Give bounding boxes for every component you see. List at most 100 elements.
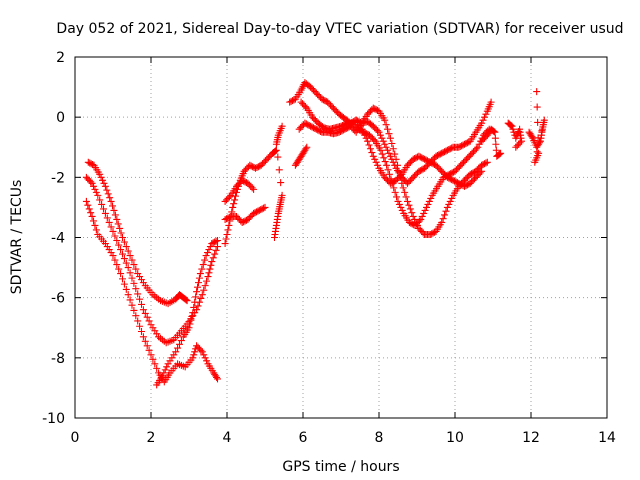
data-point xyxy=(189,309,197,317)
data-point xyxy=(392,155,400,163)
data-point xyxy=(382,143,390,151)
data-point xyxy=(126,269,134,277)
data-point xyxy=(116,224,124,232)
data-point xyxy=(248,184,256,192)
data-point xyxy=(119,275,126,283)
data-point xyxy=(209,254,217,262)
data-point xyxy=(533,103,541,111)
data-point xyxy=(119,250,126,258)
data-point xyxy=(390,184,398,192)
data-point xyxy=(85,205,93,213)
data-point xyxy=(425,197,433,205)
data-point xyxy=(194,283,202,291)
data-point xyxy=(117,246,125,254)
data-point xyxy=(119,234,126,241)
data-point xyxy=(128,274,136,282)
data-point xyxy=(405,201,413,209)
data-point xyxy=(415,217,423,225)
data-point xyxy=(443,203,451,211)
data-point xyxy=(191,348,199,356)
data-point xyxy=(189,354,197,362)
data-point xyxy=(381,116,389,124)
data-point xyxy=(201,282,209,290)
axis-ticks: 0 2 4 6 8 10 12 14 -10 -8 -6 -4 -2 0 2 xyxy=(42,50,616,446)
data-point xyxy=(202,252,210,260)
series-arc-12 xyxy=(352,116,486,190)
data-point xyxy=(205,246,213,254)
data-point xyxy=(120,280,128,288)
data-point xyxy=(507,121,515,129)
data-point xyxy=(472,145,480,153)
data-point xyxy=(384,166,392,174)
data-point xyxy=(492,146,500,154)
data-point xyxy=(113,215,121,223)
data-point xyxy=(130,306,138,314)
x-tick-label: 10 xyxy=(446,430,464,446)
data-point xyxy=(203,277,211,285)
data-point xyxy=(448,194,456,202)
data-point xyxy=(199,261,207,269)
data-point xyxy=(384,146,392,154)
data-point xyxy=(398,206,406,214)
data-point xyxy=(376,131,384,139)
data-point xyxy=(115,241,123,249)
data-point xyxy=(195,274,203,282)
data-point xyxy=(158,372,166,380)
data-point xyxy=(272,146,280,154)
data-point xyxy=(122,243,130,251)
data-point xyxy=(90,182,98,190)
series-arc-6 xyxy=(221,203,269,226)
data-point xyxy=(497,149,505,157)
data-point xyxy=(383,161,391,169)
data-point xyxy=(391,188,399,196)
data-point xyxy=(409,212,417,220)
data-point xyxy=(201,256,209,264)
series-arc-3 xyxy=(82,197,221,386)
data-point xyxy=(439,215,447,223)
data-point xyxy=(138,328,145,336)
y-tick-label: -4 xyxy=(51,231,65,247)
data-point xyxy=(190,351,198,359)
data-point xyxy=(92,188,100,196)
data-point xyxy=(369,152,377,160)
data-point xyxy=(192,293,200,301)
data-point xyxy=(96,170,104,178)
data-point xyxy=(103,214,111,222)
data-point xyxy=(368,149,376,157)
data-point xyxy=(151,360,159,368)
data-point xyxy=(225,221,233,229)
data-point xyxy=(91,185,99,193)
data-point xyxy=(378,134,386,142)
data-point xyxy=(187,316,195,324)
data-point xyxy=(208,258,216,266)
data-point xyxy=(205,269,213,277)
x-tick-label: 6 xyxy=(299,430,308,446)
data-point xyxy=(195,279,202,287)
series-arc-15 xyxy=(504,119,525,151)
data-point xyxy=(224,226,232,234)
data-point xyxy=(478,167,486,175)
data-point xyxy=(509,125,517,133)
data-point xyxy=(278,191,286,199)
y-tick-label: -2 xyxy=(51,170,65,186)
data-point xyxy=(512,143,520,151)
data-point xyxy=(375,128,383,136)
x-tick-label: 8 xyxy=(375,430,384,446)
series-arc-2 xyxy=(82,173,221,347)
data-point xyxy=(381,158,389,166)
data-point xyxy=(141,337,149,345)
data-point xyxy=(274,153,282,161)
data-point xyxy=(445,200,453,208)
data-point xyxy=(378,150,386,158)
data-point xyxy=(193,288,201,296)
data-point xyxy=(141,309,149,317)
data-point xyxy=(214,375,221,383)
data-point xyxy=(528,133,536,141)
data-point xyxy=(442,207,450,215)
data-point xyxy=(508,122,516,130)
data-point xyxy=(278,122,286,130)
data-point xyxy=(421,206,429,214)
data-point xyxy=(492,140,500,148)
data-point xyxy=(126,296,134,304)
data-point xyxy=(271,147,279,155)
